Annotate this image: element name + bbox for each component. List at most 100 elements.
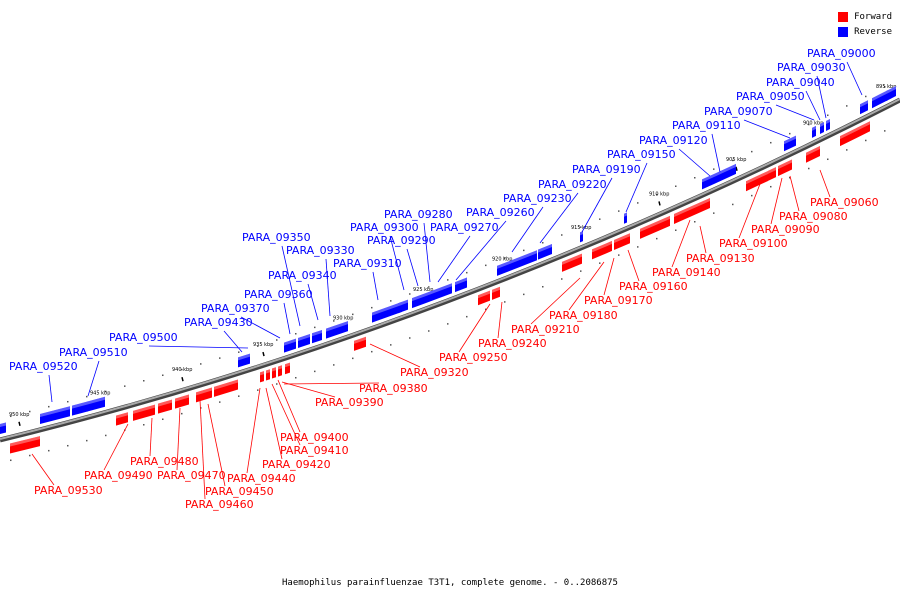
forward-gene [606, 240, 612, 254]
gene-body [714, 163, 736, 184]
forward-gene-label: PARA_09160 [619, 280, 688, 293]
gene-shine [438, 283, 452, 292]
gene-shine [746, 170, 768, 185]
gene-shine [497, 250, 537, 269]
tick-mark [181, 377, 184, 382]
forward-gene-label: PARA_09320 [400, 366, 469, 379]
gene-shine [702, 173, 714, 183]
gene-body [312, 329, 322, 344]
gene-body [412, 293, 424, 309]
reverse-gene [455, 277, 467, 293]
guide-dot [67, 400, 69, 403]
gene-shine [72, 401, 88, 409]
gene-body [746, 170, 768, 192]
forward-gene [214, 379, 238, 397]
guide-dot [428, 330, 430, 332]
tick-mark [18, 421, 21, 426]
forward-leader [497, 301, 503, 339]
legend-reverse-swatch [838, 26, 849, 37]
gene-body [40, 406, 70, 424]
reverse-gene [784, 135, 796, 152]
guide-dot [238, 395, 240, 397]
reverse-gene-label: PARA_09510 [59, 346, 128, 359]
gene-shine [592, 243, 606, 253]
forward-gene-label: PARA_09480 [130, 455, 199, 468]
reverse-leader [743, 119, 791, 139]
guide-dot [656, 237, 658, 240]
gene-body [812, 125, 816, 138]
gene-shine [196, 387, 212, 396]
gene-body [196, 387, 212, 403]
guide-dot [314, 326, 316, 329]
reverse-leader [678, 148, 711, 177]
reverse-gene [872, 94, 880, 109]
gene-shine [562, 253, 582, 265]
reverse-gene [860, 100, 868, 115]
backbone-highlight [0, 98, 900, 440]
reverse-gene [580, 231, 583, 243]
reverse-gene [372, 301, 402, 323]
reverse-gene-label: PARA_09330 [286, 244, 355, 257]
gene-body [424, 288, 438, 304]
forward-gene-label: PARA_09250 [439, 351, 508, 364]
forward-gene [260, 371, 264, 383]
gene-shine [354, 336, 366, 344]
forward-gene [158, 399, 172, 414]
guide-dot [637, 246, 639, 248]
forward-gene-label: PARA_09240 [478, 337, 547, 350]
forward-gene [562, 253, 582, 272]
forward-gene [768, 167, 776, 181]
gene-shine [284, 338, 296, 346]
forward-leader [369, 343, 421, 368]
guide-dot [656, 193, 658, 196]
guide-dot [48, 449, 50, 452]
reverse-leader [281, 245, 301, 327]
gene-body [260, 371, 264, 383]
guide-dot [884, 130, 886, 132]
gene-shine [624, 212, 627, 217]
guide-dot [504, 257, 506, 259]
tick-label: 910 kbp [649, 191, 669, 197]
forward-gene-label: PARA_09210 [511, 323, 580, 336]
gene-body [478, 290, 490, 306]
reverse-leader [423, 222, 431, 283]
forward-gene [492, 286, 500, 300]
reverse-gene-label: PARA_09290 [367, 234, 436, 247]
forward-gene-label: PARA_09410 [280, 444, 349, 457]
gene-shine [674, 197, 710, 217]
legend-forward-swatch [838, 11, 849, 22]
gene-body [372, 301, 402, 323]
forward-gene [175, 394, 189, 409]
gene-shine [640, 215, 670, 232]
forward-leader [789, 175, 800, 212]
forward-gene [614, 233, 630, 251]
reverse-gene-label: PARA_09040 [766, 76, 835, 89]
gene-body [278, 365, 282, 377]
genome-backbone [0, 86, 900, 462]
gene-body [72, 401, 88, 416]
gene-body [614, 233, 630, 251]
guide-dot [542, 285, 544, 288]
guide-dot [675, 185, 677, 187]
tick-label: 920 kbp [492, 257, 512, 263]
guide-dot [675, 229, 677, 231]
reverse-gene [284, 338, 296, 353]
guide-dot [789, 132, 791, 135]
forward-gene [806, 145, 820, 163]
guide-dot [86, 395, 88, 398]
forward-leader [699, 225, 707, 254]
reverse-gene [298, 334, 310, 348]
gene-body [538, 243, 552, 260]
forward-leader [103, 423, 129, 471]
forward-gene-label: PARA_09380 [359, 382, 428, 395]
guide-dot [865, 139, 867, 142]
forward-leader [176, 407, 181, 471]
reverse-gene-label: PARA_09520 [9, 360, 78, 373]
guide-dot [10, 459, 12, 462]
guide-dot [238, 351, 240, 353]
reverse-leader [539, 192, 579, 244]
guide-dot [390, 344, 392, 346]
gene-shine [826, 119, 830, 125]
forward-leader [265, 387, 283, 460]
guide-dot [770, 141, 772, 144]
